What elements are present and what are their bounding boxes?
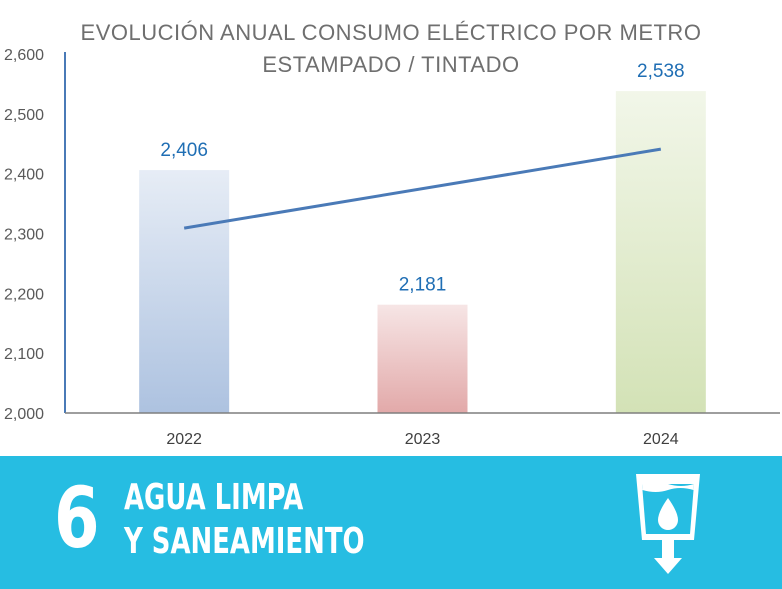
x-tick-label: 2023 [405, 431, 441, 448]
bar-2023 [377, 304, 468, 413]
bar-2022 [139, 170, 230, 413]
bar-2024 [615, 91, 706, 413]
data-label-2022: 2,406 [160, 140, 208, 161]
sdg-title-line-2: Y SANEAMIENTO [124, 521, 365, 562]
data-label-2023: 2,181 [399, 275, 447, 296]
sdg-number: 6 [54, 469, 100, 567]
x-tick-label: 2024 [643, 431, 679, 448]
y-tick-label: 2,100 [4, 346, 44, 363]
sdg-title-line-1: AGUA LIMPA [124, 477, 304, 518]
chart-area: EVOLUCIÓN ANUAL CONSUMO ELÉCTRICO POR ME… [4, 20, 780, 448]
y-tick-label: 2,300 [4, 227, 44, 244]
water-drop-cup-icon [636, 474, 700, 574]
y-tick-label: 2,400 [4, 167, 44, 184]
trendline [183, 147, 662, 230]
chart-title-line-1: EVOLUCIÓN ANUAL CONSUMO ELÉCTRICO POR ME… [80, 20, 702, 45]
y-tick-label: 2,000 [4, 406, 44, 423]
y-tick-label: 2,200 [4, 286, 44, 303]
y-tick-label: 2,500 [4, 107, 44, 124]
bar-chart: 2,000 2,100 2,200 2,300 2,400 2,500 2,600 2,406… [4, 47, 780, 448]
chart-title-line-2: ESTAMPADO / TINTADO [262, 52, 520, 77]
x-tick-label: 2022 [166, 431, 202, 448]
data-label-2024: 2,538 [637, 61, 685, 82]
y-tick-label: 2,600 [4, 47, 44, 64]
